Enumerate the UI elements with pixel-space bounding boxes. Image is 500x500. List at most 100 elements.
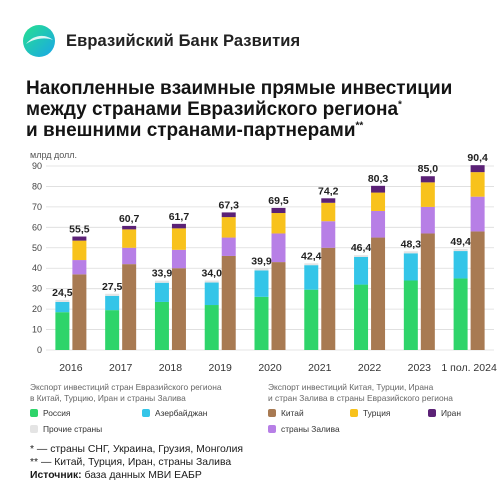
bar-segment-russia (254, 296, 269, 350)
legend-item-azerbaijan: Азербайджан (142, 408, 207, 419)
edb-logo-icon (23, 25, 55, 57)
title-line-3: и внешними странами-партнерами** (26, 120, 364, 141)
bar-segment-iran (171, 223, 186, 229)
bar-segment-other (304, 263, 319, 266)
bar-segment-russia (304, 289, 319, 350)
y-tick-label: 60 (32, 222, 42, 232)
x-tick-label: 2016 (59, 362, 83, 374)
footnote-2: ** — Китай, Турция, Иран, страны Залива (30, 456, 232, 468)
bar-segment-russia (105, 310, 120, 350)
bar-total-label: 74,2 (318, 185, 339, 197)
bar-total-label: 69,5 (268, 195, 289, 207)
bar-segment-turkey (72, 240, 87, 261)
bar-total-label: 27,5 (102, 281, 123, 293)
bar-segment-turkey (420, 182, 435, 207)
x-tick-label: 1 пол. 2024 (441, 362, 497, 374)
x-tick-label: 2021 (308, 362, 332, 374)
bar-total-label: 48,3 (401, 238, 422, 250)
bar-segment-russia (154, 301, 169, 350)
bar-segment-azerbaijan (403, 253, 418, 281)
bar-segment-russia (204, 305, 219, 350)
footnote-1: * — страны СНГ, Украина, Грузия, Монголи… (30, 444, 244, 455)
x-tick-label: 2019 (209, 362, 233, 374)
bar-segment-azerbaijan (304, 265, 319, 290)
bar-segment-china (122, 264, 137, 350)
bar-segment-other (154, 280, 169, 283)
bar-segment-gulf (72, 260, 87, 275)
bar-segment-azerbaijan (354, 256, 369, 285)
bar-segment-azerbaijan (55, 301, 70, 313)
legend-item-china: Китай (268, 408, 304, 419)
bar-segment-iran (221, 212, 236, 218)
title-line-2: между странами Евразийского региона* (26, 99, 402, 120)
legend-swatch-gulf (268, 425, 276, 434)
bar-segment-azerbaijan (204, 282, 219, 306)
legend-item-turkey: Турция (350, 408, 390, 419)
bar-segment-azerbaijan (254, 270, 269, 297)
legend-swatch-turkey (350, 409, 358, 418)
bar-segment-turkey (271, 213, 286, 234)
x-tick-label: 2023 (408, 362, 432, 374)
legend-item-russia: Россия (30, 408, 70, 419)
bar-segment-gulf (171, 249, 186, 269)
y-tick-label: 70 (32, 202, 42, 212)
bar-total-label: 61,7 (169, 211, 190, 223)
bar-segment-russia (453, 278, 468, 350)
title-line-1: Накопленные взаимные прямые инвестиции (26, 78, 453, 99)
y-tick-label: 40 (32, 263, 42, 273)
y-tick-label: 90 (32, 161, 42, 171)
bar-segment-china (72, 274, 87, 350)
bar-segment-azerbaijan (154, 282, 169, 302)
chart-title: Накопленные взаимные прямые инвестиции м… (26, 78, 486, 141)
bar-segment-china (221, 255, 236, 350)
bar-total-label: 55,5 (69, 224, 90, 236)
bar-segment-gulf (271, 233, 286, 263)
bar-segment-other (105, 293, 120, 296)
bar-segment-china (171, 268, 186, 350)
bar-segment-gulf (321, 221, 336, 248)
legend-item-gulf: страны Залива (268, 424, 340, 435)
bar-segment-other (254, 268, 269, 271)
bar-segment-china (371, 237, 386, 350)
x-tick-label: 2020 (258, 362, 282, 374)
legend-item-iran: Иран (428, 408, 461, 419)
bar-total-label: 46,4 (351, 242, 372, 254)
header: Евразийский Банк Развития (22, 24, 300, 58)
bar-segment-gulf (221, 237, 236, 256)
bar-total-label: 60,7 (119, 213, 140, 225)
bar-segment-turkey (122, 229, 137, 248)
bar-segment-iran (420, 176, 435, 183)
brand-name: Евразийский Банк Развития (66, 31, 301, 50)
bar-segment-russia (354, 284, 369, 350)
bar-total-label: 42,4 (301, 250, 322, 262)
legend-right-title: Экспорт инвестиций Китая, Турции, Ирана … (268, 382, 453, 403)
bar-segment-china (470, 231, 485, 350)
y-tick-label: 10 (32, 325, 42, 335)
bar-segment-gulf (470, 196, 485, 232)
bar-segment-other (55, 299, 70, 302)
bar-total-label: 33,9 (152, 268, 173, 280)
bar-segment-china (271, 262, 286, 350)
bar-segment-turkey (371, 192, 386, 211)
bar-segment-turkey (171, 228, 186, 250)
bar-segment-russia (403, 280, 418, 350)
bar-segment-iran (371, 185, 386, 193)
bar-segment-other (403, 251, 418, 254)
bar-segment-iran (470, 165, 485, 173)
bar-segment-china (321, 247, 336, 350)
bar-segment-azerbaijan (105, 295, 120, 311)
bar-segment-azerbaijan (453, 251, 468, 279)
bar-segment-gulf (122, 247, 137, 265)
legend-left-title: Экспорт инвестиций стран Евразийского ре… (30, 382, 222, 403)
bar-segment-iran (321, 198, 336, 203)
legend-swatch-russia (30, 409, 38, 418)
bar-total-label: 39,9 (251, 255, 272, 267)
x-tick-label: 2022 (358, 362, 382, 374)
bar-segment-other (204, 280, 219, 283)
bar-segment-other (453, 249, 468, 252)
bar-chart: млрд долл. 0 10 20 30 40 50 60 70 80 90 24,5 55,5 201… (30, 150, 497, 374)
bar-segment-gulf (420, 206, 435, 234)
bar-segment-iran (122, 225, 137, 230)
y-tick-label: 30 (32, 284, 42, 294)
bar-segment-iran (72, 236, 87, 241)
